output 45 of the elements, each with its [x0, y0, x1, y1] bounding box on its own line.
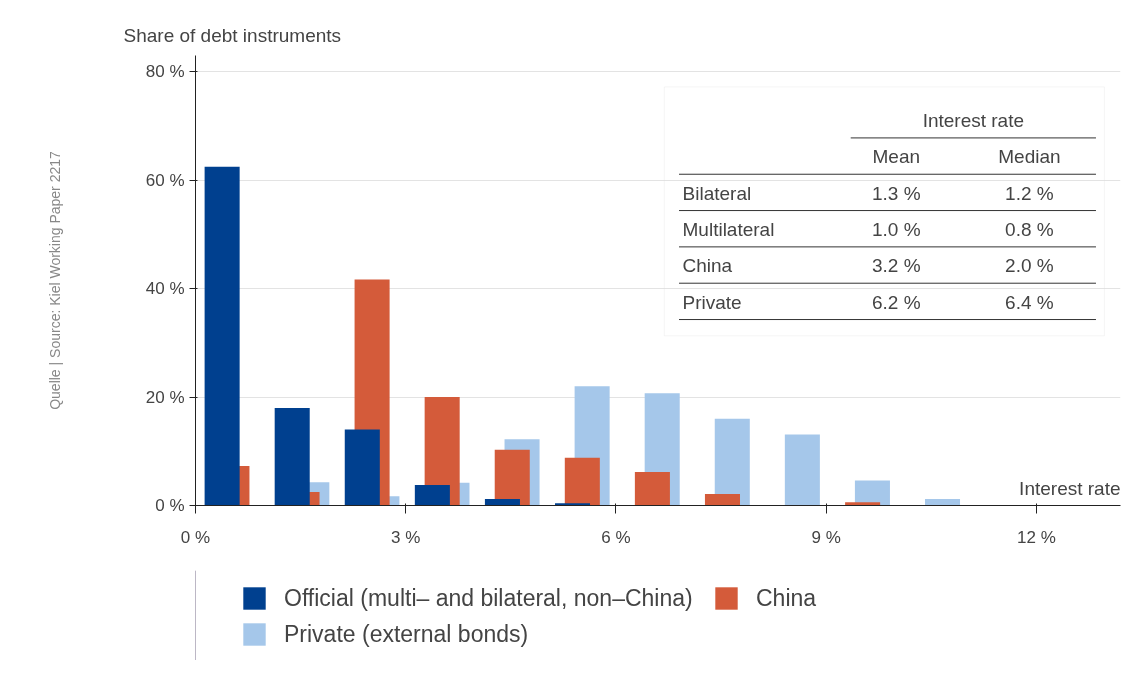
- x-tick-label: 12 %: [1017, 527, 1056, 547]
- bar: [204, 166, 240, 506]
- annotation: Private: [682, 291, 742, 313]
- legend-label: Private (external bonds): [284, 620, 530, 648]
- x-tick-label: 0 %: [180, 527, 211, 547]
- bar: [704, 494, 740, 506]
- annotation: Bilateral: [682, 182, 752, 204]
- bar: [714, 418, 750, 506]
- bar: [344, 429, 380, 506]
- annotation: Mean: [872, 146, 921, 168]
- annotation: 1.3 %: [871, 182, 921, 204]
- annotation: 0.8 %: [1005, 219, 1054, 241]
- y-axis-title: Share of debt instruments: [123, 24, 342, 46]
- y-tick-label: 80 %: [145, 62, 185, 82]
- x-axis-title: Interest rate: [1019, 477, 1121, 499]
- y-tick-label: 0 %: [155, 496, 185, 515]
- annotation: 6.2 %: [871, 291, 921, 313]
- bar: [274, 407, 310, 506]
- annotation: 6.4 %: [1005, 291, 1054, 313]
- bar: [845, 502, 881, 506]
- annotation: Median: [998, 146, 1061, 168]
- source-note: Quelle | Source: Kiel Working Paper 2217: [46, 150, 63, 410]
- annotation: 1.2 %: [1005, 182, 1054, 204]
- x-tick-label: 6 %: [601, 527, 631, 547]
- x-tick-label: 3 %: [391, 527, 421, 547]
- x-tick-label: 9 %: [811, 527, 841, 547]
- bar: [784, 434, 820, 506]
- annotation: Multilateral: [682, 219, 775, 241]
- bar: [564, 457, 600, 506]
- bar: [554, 503, 591, 506]
- bar: [484, 498, 520, 506]
- y-tick-label: 60 %: [145, 170, 185, 190]
- y-tick-label: 20 %: [145, 387, 185, 407]
- bar: [924, 498, 961, 506]
- y-tick-label: 40 %: [145, 279, 185, 299]
- bar: [414, 484, 450, 506]
- annotation: 2.0 %: [1005, 255, 1054, 277]
- annotation: 3.2 %: [871, 255, 921, 277]
- annotation: China: [682, 255, 733, 277]
- legend-label: Official (multi– and bilateral, non–China): [284, 584, 694, 612]
- bar: [494, 449, 530, 506]
- annotation: Interest rate: [922, 110, 1025, 132]
- annotation: 1.0 %: [871, 219, 921, 241]
- bar: [634, 471, 670, 506]
- legend-label: China: [756, 584, 818, 612]
